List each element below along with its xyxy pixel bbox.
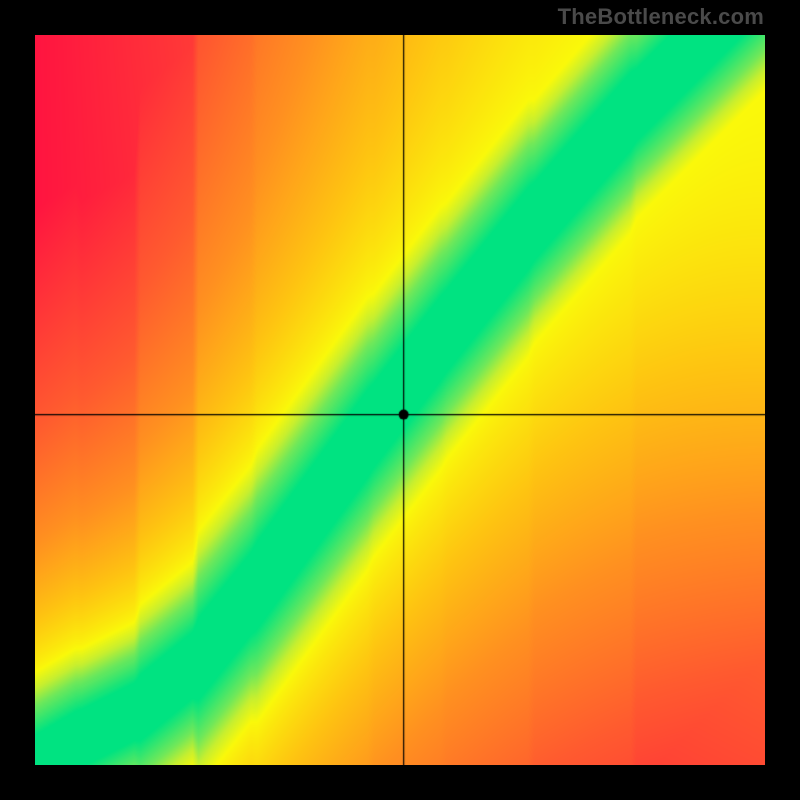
watermark-text: TheBottleneck.com xyxy=(558,4,764,30)
chart-frame: TheBottleneck.com xyxy=(0,0,800,800)
bottleneck-heatmap xyxy=(35,35,765,765)
